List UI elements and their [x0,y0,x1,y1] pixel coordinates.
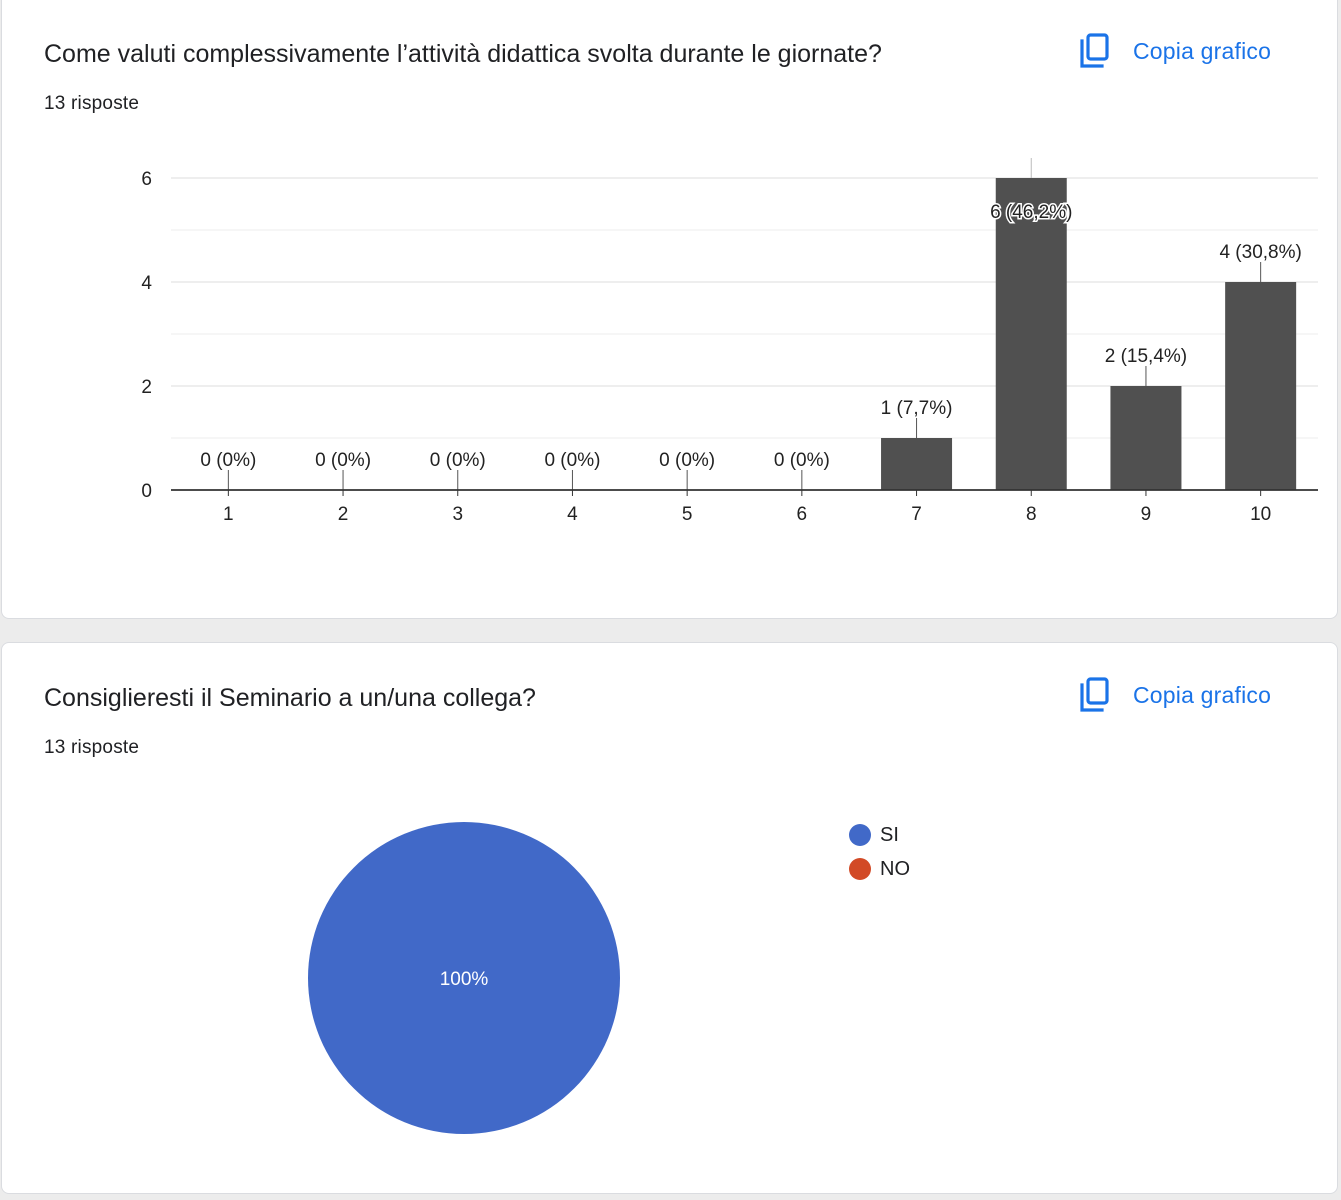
data-label: 6 (46,2%) [990,202,1072,223]
y-tick-label: 0 [141,481,152,502]
copy-chart-label: Copia grafico [1133,37,1272,64]
bar-chart: 0 2 4 6 0 (0%) 1 0 (0%) 2 0 (0%) 3 0 (0%) 4 0 (0%) 5 0… [141,158,1318,525]
bar [1225,282,1297,490]
response-count: 13 risposte [44,737,140,758]
legend-swatch [849,824,871,846]
legend-item: NO [849,852,910,886]
x-tick-label: 2 [338,504,349,525]
bar [995,178,1067,490]
question-card-rating: Come valuti complessivamente l’attività … [1,0,1338,619]
data-label: 4 (30,8%) [1219,242,1301,263]
legend-swatch [849,858,871,880]
data-label: 2 (15,4%) [1105,346,1187,367]
x-tick-label: 4 [567,504,578,525]
data-label: 0 (0%) [774,450,830,471]
pie-slice [308,822,620,1134]
x-tick-label: 6 [797,504,808,525]
data-label: 0 (0%) [659,450,715,471]
question-title: Come valuti complessivamente l’attività … [44,40,882,68]
copy-chart-label: Copia grafico [1133,681,1272,708]
copy-chart-button[interactable]: Copia grafico [1078,677,1271,713]
question-title: Consiglieresti il Seminario a un/una col… [44,684,536,712]
pie-chart: 100% [308,822,620,1134]
legend-label: SI [880,823,899,846]
x-tick-label: 5 [682,504,693,525]
bar [1110,386,1182,490]
data-label: 1 (7,7%) [881,398,953,419]
x-tick-label: 3 [452,504,463,525]
bar [881,438,953,490]
x-tick-label: 1 [223,504,234,525]
legend-item: SI [849,818,910,852]
copy-chart-button[interactable]: Copia grafico [1078,33,1271,69]
y-tick-label: 4 [141,273,152,294]
pie-slice-label: 100% [440,969,489,990]
chart-legend: SI NO [849,818,910,886]
x-tick-label: 7 [911,504,922,525]
y-tick-label: 6 [141,169,152,190]
question-card-recommend: Consiglieresti il Seminario a un/una col… [1,642,1338,1194]
data-label: 0 (0%) [200,450,256,471]
x-tick-label: 9 [1141,504,1152,525]
data-label: 0 (0%) [315,450,371,471]
response-count: 13 risposte [44,93,140,114]
copy-icon [1080,33,1109,68]
copy-icon [1080,677,1109,712]
x-tick-label: 8 [1026,504,1037,525]
data-label: 0 (0%) [430,450,486,471]
data-label: 0 (0%) [544,450,600,471]
legend-label: NO [880,857,910,880]
x-tick-label: 10 [1250,504,1271,525]
y-tick-label: 2 [141,377,152,398]
